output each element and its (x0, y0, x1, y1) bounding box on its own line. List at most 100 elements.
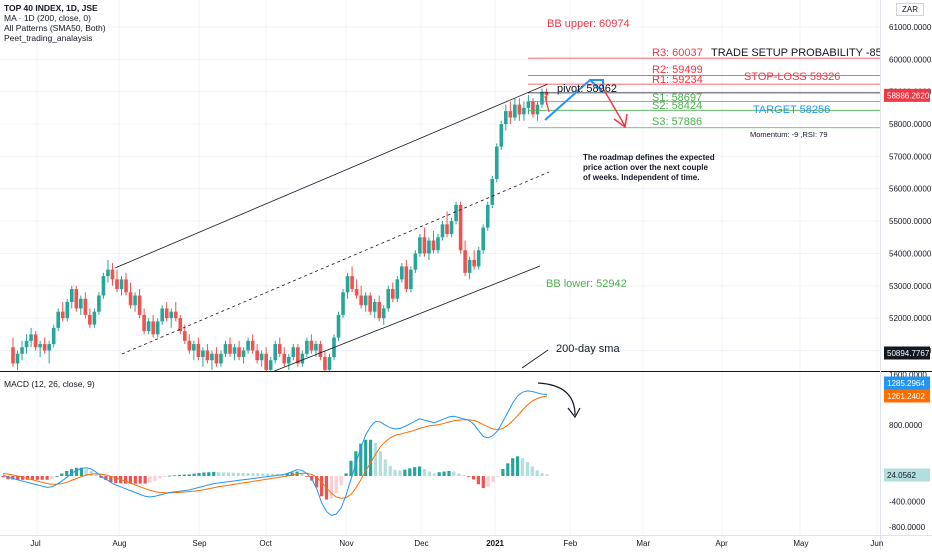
time-tick-label: 2021 (486, 539, 504, 548)
candle (128, 292, 133, 306)
author-indicator-label[interactable]: Peet_trading_analaysis (4, 33, 93, 43)
patterns-indicator-label[interactable]: All Patterns (SMA50, Both) (4, 23, 106, 33)
price-axis[interactable]: 61000.000060000.000059000.000058000.0000… (880, 0, 932, 550)
candle (214, 353, 219, 364)
ma200-badge-text: 50894.7767 (887, 349, 930, 358)
candle (296, 347, 300, 364)
bb-lower-label: BB lower: 52942 (546, 278, 627, 290)
macd-histogram-bar (383, 459, 387, 476)
candle (33, 334, 38, 348)
macd-histogram-bar (476, 476, 480, 485)
macd-histogram-bar (70, 469, 74, 476)
macd-histogram-bar (65, 470, 69, 476)
candle (264, 353, 268, 370)
macd-line[interactable] (2, 390, 548, 516)
macd-histogram-bar (84, 468, 88, 476)
macd-histogram-bar (207, 472, 211, 476)
candle (137, 295, 142, 315)
channel-lower-line[interactable] (272, 265, 541, 372)
time-tick-label: Aug (112, 539, 126, 548)
candle (60, 311, 65, 319)
candle (327, 356, 332, 370)
macd-value-badge[interactable] (884, 376, 930, 390)
macd-histogram-bar (422, 469, 427, 476)
macd-value-badge-text: 1285.2964 (887, 379, 925, 388)
time-tick-label: Mar (636, 539, 650, 548)
macd-histogram-bar (300, 472, 304, 476)
macd-histogram-bar (226, 472, 231, 476)
roadmap-note-3: of weeks. Independent of time. (583, 173, 699, 182)
macd-histogram-bar (60, 473, 64, 476)
candle (454, 204, 458, 222)
histogram-value-badge[interactable] (884, 468, 930, 482)
channel-mid-line[interactable] (121, 171, 550, 355)
stop-loss-label: STOP-LOSS 59326 (744, 71, 840, 83)
candle (395, 279, 400, 299)
macd-title[interactable]: MACD (12, 26, close, 9) (4, 379, 95, 389)
candle (318, 344, 323, 357)
signal-value-badge[interactable] (884, 389, 930, 403)
grid-lines (0, 0, 880, 535)
price-pane[interactable]: BB upper: 60974 BB lower: 52942 R3: 60037 R… (11, 18, 892, 376)
candle (540, 91, 544, 105)
macd-histogram-bar (457, 473, 461, 476)
macd-histogram-bar (148, 476, 152, 483)
candle (11, 347, 15, 364)
candle (494, 146, 499, 180)
time-tick-label: Feb (563, 539, 577, 548)
macd-histogram-bar (55, 476, 59, 477)
candle (481, 227, 486, 251)
roadmap-down-arrow[interactable] (603, 89, 626, 127)
macd-histogram-bar (30, 476, 35, 480)
candle (164, 308, 169, 319)
channel-upper-line[interactable] (114, 83, 549, 269)
candle (110, 269, 115, 280)
time-tick-label: Sep (192, 539, 207, 548)
macd-histogram-bar (427, 471, 431, 476)
ma-indicator-label[interactable]: MA · 1D (200, close, 0) (4, 13, 91, 23)
price-tick-label: 55000.0000 (889, 217, 932, 226)
time-axis[interactable]: Jul Aug Sep Oct Nov Dec 2021 Feb Mar Apr May Jun (0, 535, 932, 549)
macd-histogram-bar (25, 476, 30, 480)
ma200-badge[interactable] (884, 346, 930, 360)
candle (336, 314, 341, 338)
candle (427, 240, 431, 254)
macd-histogram-bar (138, 476, 142, 484)
candle (255, 350, 259, 361)
target-label: TARGET 58256 (753, 104, 830, 116)
macd-histogram-bar (40, 476, 44, 480)
macd-histogram-bar (329, 476, 333, 499)
macd-histogram-bar (413, 467, 417, 476)
macd-tick-label: -800.0000 (889, 523, 926, 532)
candle (404, 266, 409, 290)
candle (69, 289, 74, 302)
macd-histogram-bar (506, 463, 510, 476)
candle (323, 356, 327, 370)
symbol-title: TOP 40 INDEX, 1D, JSE (4, 3, 98, 13)
macd-pane[interactable] (1, 390, 549, 516)
macd-histogram-bar (378, 451, 382, 476)
macd-histogram-bar (16, 476, 20, 480)
candle (372, 301, 377, 312)
macd-histogram-bar (388, 465, 392, 476)
r1-label: R1: 59234 (652, 74, 703, 86)
candle (101, 276, 106, 296)
macd-histogram-bar (501, 469, 505, 476)
macd-histogram-bar (398, 470, 402, 476)
macd-histogram-bar (104, 476, 108, 481)
candle (79, 298, 83, 309)
candle (29, 334, 33, 341)
signal-line[interactable] (2, 395, 548, 499)
macd-histogram-bar (530, 466, 534, 476)
currency-badge[interactable]: ZAR (896, 3, 924, 16)
candle (440, 224, 445, 238)
current-price-badge[interactable] (884, 88, 930, 102)
r2-label: R2: 59499 (652, 64, 703, 76)
candle (38, 344, 42, 348)
candle (544, 91, 549, 96)
macd-histogram-bar (261, 473, 265, 476)
candle (472, 259, 476, 267)
macd-histogram-bar (417, 466, 422, 476)
